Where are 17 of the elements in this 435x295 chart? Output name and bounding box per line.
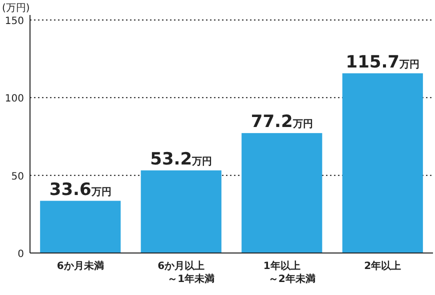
- y-tick-label: 150: [4, 16, 24, 27]
- bar: [242, 133, 322, 253]
- x-tick-label: 2年以上: [364, 260, 402, 272]
- y-axis-title: (万円): [2, 3, 30, 14]
- data-label: 115.7万円: [346, 52, 420, 72]
- x-tick-label: 6か月未満: [56, 260, 104, 272]
- data-label: 77.2万円: [250, 112, 313, 132]
- data-label: 53.2万円: [150, 149, 212, 170]
- y-tick-label: 50: [11, 171, 24, 182]
- bar: [140, 170, 222, 253]
- bar: [40, 200, 121, 253]
- data-label: 33.6万円: [49, 180, 112, 200]
- y-tick-label: 100: [4, 94, 24, 105]
- bar: [342, 73, 423, 253]
- x-tick-label: 1年以上～2年未満: [263, 260, 316, 285]
- x-tick-label: 6か月以上～1年未満: [158, 260, 215, 285]
- y-tick-label: 0: [18, 249, 24, 260]
